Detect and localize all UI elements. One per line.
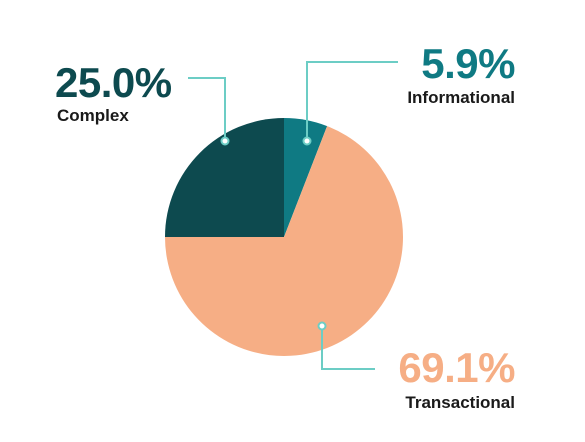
transactional-category-label: Transactional xyxy=(405,393,515,412)
pie-slice-complex xyxy=(165,118,284,237)
informational-category-label: Informational xyxy=(407,88,515,107)
callouts xyxy=(188,61,398,370)
complex-category-label: Complex xyxy=(57,106,129,125)
pie-slice-informational xyxy=(284,118,328,237)
complex-callout-dot xyxy=(220,136,230,146)
complex-percent-label: 25.0% xyxy=(55,59,172,106)
transactional-callout-dot xyxy=(317,321,327,331)
informational-callout-line xyxy=(306,61,398,141)
informational-percent-label: 5.9% xyxy=(421,40,515,87)
pie-slices xyxy=(165,118,404,357)
transactional-callout-line xyxy=(321,326,375,370)
pie-slice-transactional xyxy=(165,126,404,357)
transactional-percent-label: 69.1% xyxy=(398,344,515,391)
informational-callout-dot xyxy=(302,136,312,146)
complex-callout-line xyxy=(188,77,226,141)
